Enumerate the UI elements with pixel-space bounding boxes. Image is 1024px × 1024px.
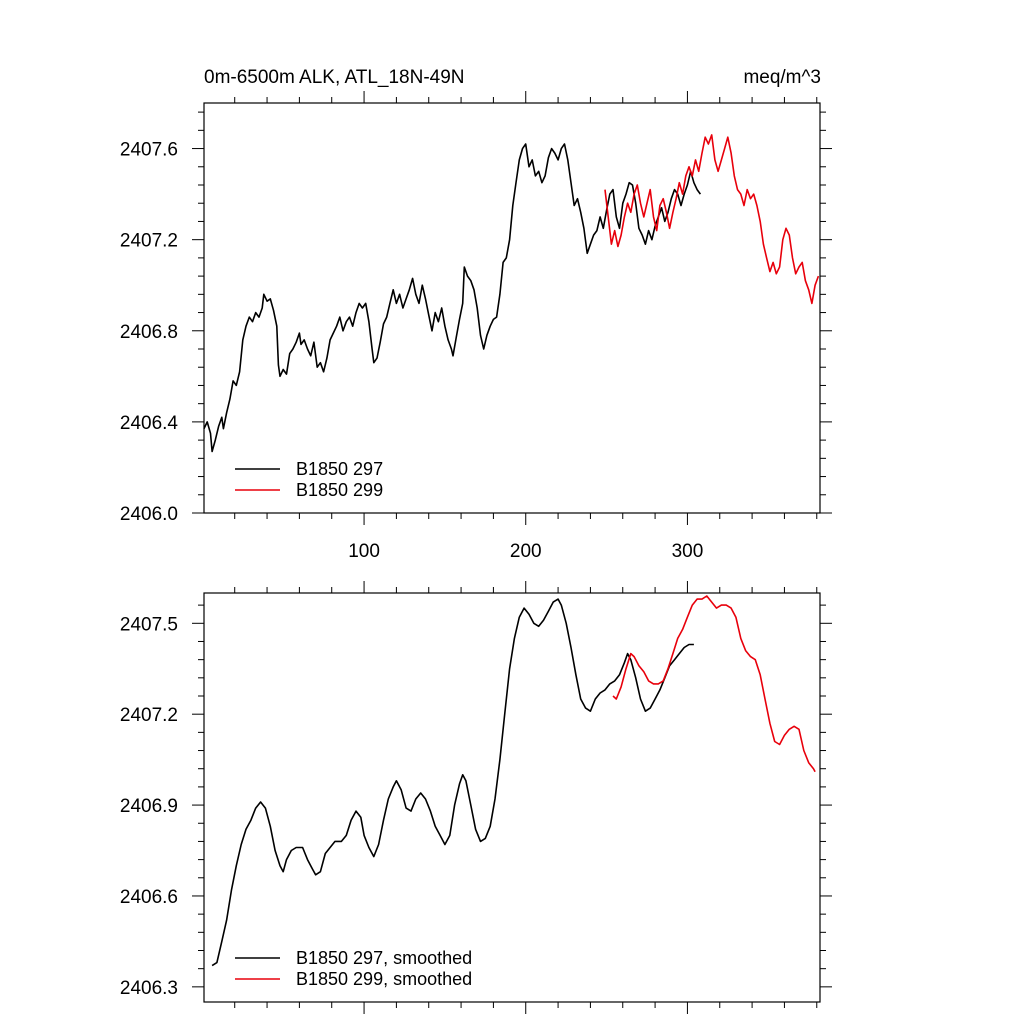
legend-label: B1850 299 (296, 480, 383, 500)
y-tick-label: 2407.6 (120, 140, 178, 161)
y-tick-label: 2407.2 (120, 231, 178, 252)
legend-label: B1850 297 (296, 459, 383, 479)
legend-label: B1850 297, smoothed (296, 948, 472, 968)
y-tick-label: 2406.4 (120, 413, 179, 434)
y-tick-label: 2407.5 (120, 614, 178, 635)
series-line-b1850-299 (604, 134, 820, 305)
y-tick-label: 2406.6 (120, 887, 178, 908)
y-tick-label: 2406.0 (120, 504, 178, 525)
legend-label: B1850 299, smoothed (296, 969, 472, 989)
series-line-b1850-297 (211, 598, 694, 967)
plot-frame (203, 102, 821, 514)
x-tick-label: 100 (348, 541, 380, 562)
plot-frame (203, 592, 821, 1003)
top-panel: 0m-6500m ALK, ATL_18N-49N meq/m^3 2406.0… (120, 67, 832, 562)
series-line-b1850-297 (203, 143, 702, 453)
y-tick-label: 2406.8 (120, 322, 178, 343)
chart-title: 0m-6500m ALK, ATL_18N-49N (204, 67, 465, 88)
bottom-panel: 2406.3 2406.6 2406.9 2407.2 2407.5 B1850 297,… (120, 581, 832, 1014)
y-tick-label: 2407.2 (120, 705, 178, 726)
units-label: meq/m^3 (743, 67, 821, 88)
x-tick-label: 300 (672, 541, 704, 562)
y-tick-label: 2406.3 (120, 978, 178, 999)
series-line-b1850-299 (612, 595, 816, 773)
y-tick-label: 2406.9 (120, 796, 178, 817)
x-tick-label: 200 (510, 541, 542, 562)
